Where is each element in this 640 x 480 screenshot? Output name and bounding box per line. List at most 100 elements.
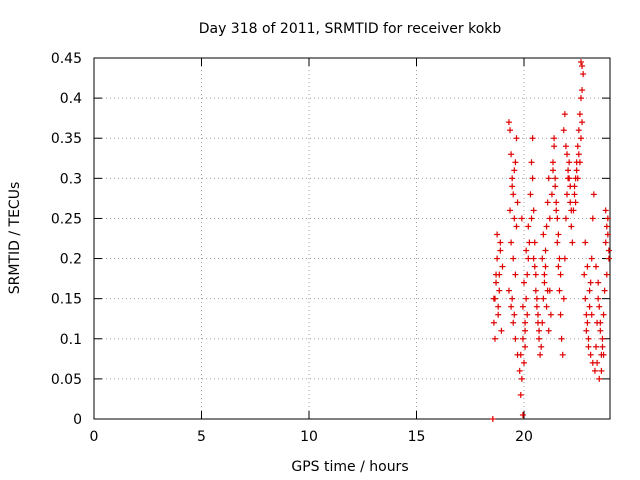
data-point	[511, 167, 518, 174]
chart-title: Day 318 of 2011, SRMTID for receiver kok…	[199, 21, 502, 37]
data-point	[574, 175, 581, 182]
data-point	[522, 319, 529, 326]
data-point	[536, 335, 543, 342]
data-point	[583, 327, 590, 334]
data-point	[550, 167, 557, 174]
x-tick-label: 5	[197, 429, 206, 445]
data-point	[602, 207, 609, 214]
y-tick-label: 0	[73, 412, 82, 428]
data-point	[526, 239, 533, 246]
data-point	[490, 319, 497, 326]
data-point	[603, 271, 610, 278]
data-point	[542, 263, 549, 270]
data-point	[524, 271, 531, 278]
data-point	[547, 311, 554, 318]
data-point	[605, 247, 612, 254]
data-point	[571, 191, 578, 198]
data-point	[489, 416, 496, 422]
data-point	[510, 255, 517, 262]
data-point	[508, 303, 515, 310]
data-point	[495, 311, 502, 318]
data-point	[584, 319, 591, 326]
data-point	[512, 159, 519, 166]
data-point	[588, 255, 595, 262]
data-point	[532, 287, 539, 294]
data-point	[525, 223, 532, 230]
y-axis-label: SRMTID / TECUs	[7, 182, 23, 295]
data-point	[509, 183, 516, 190]
data-point	[557, 311, 564, 318]
data-point	[570, 207, 577, 214]
y-tick-label: 0.1	[60, 332, 82, 348]
data-point	[600, 311, 607, 318]
data-point	[533, 303, 540, 310]
data-point	[521, 279, 527, 286]
data-point	[565, 167, 572, 174]
data-point	[509, 295, 516, 302]
data-point	[538, 343, 545, 350]
data-point	[577, 95, 584, 102]
data-point	[534, 311, 541, 318]
y-tick-label: 0.2	[60, 252, 82, 268]
data-point	[524, 311, 531, 318]
data-point	[605, 255, 612, 262]
data-point	[510, 319, 517, 326]
data-point	[597, 327, 604, 334]
data-point	[507, 207, 514, 214]
data-point	[531, 263, 538, 270]
data-point	[598, 367, 605, 374]
data-point	[585, 343, 592, 350]
data-point	[560, 295, 567, 302]
data-point	[498, 327, 505, 334]
data-points	[489, 59, 612, 422]
data-point	[560, 127, 567, 134]
data-point	[518, 375, 525, 382]
y-tick-label: 0.4	[60, 91, 82, 107]
data-point	[586, 303, 593, 310]
data-point	[519, 303, 526, 310]
x-axis-label: GPS time / hours	[291, 459, 408, 475]
data-point	[540, 231, 547, 238]
data-point	[572, 199, 579, 206]
data-point	[589, 215, 596, 222]
data-point	[523, 295, 530, 302]
axis-ticks	[93, 57, 610, 420]
data-point	[546, 215, 553, 222]
data-point	[595, 279, 602, 286]
data-point	[508, 151, 515, 158]
y-tick-label: 0.25	[51, 211, 82, 227]
data-point	[558, 335, 565, 342]
data-point	[513, 223, 520, 230]
x-tick-label: 20	[515, 429, 533, 445]
data-point	[600, 351, 607, 358]
data-point	[541, 271, 548, 278]
data-point	[543, 303, 550, 310]
data-point	[511, 311, 518, 318]
data-point	[528, 215, 535, 222]
data-point	[548, 191, 555, 198]
data-point	[554, 239, 561, 246]
data-point	[518, 215, 525, 222]
data-point	[496, 271, 503, 278]
data-point	[552, 175, 559, 182]
data-point	[601, 287, 608, 294]
data-point	[539, 319, 546, 326]
data-point	[542, 247, 549, 254]
data-point	[513, 135, 520, 142]
data-point	[581, 271, 588, 278]
data-point	[527, 191, 534, 198]
data-point	[528, 159, 535, 166]
data-point	[559, 351, 566, 358]
data-point	[584, 263, 591, 270]
data-point	[553, 199, 560, 206]
data-point	[530, 255, 537, 262]
data-point	[566, 159, 573, 166]
data-point	[557, 271, 564, 278]
data-point	[522, 327, 529, 334]
y-tick-label: 0.45	[51, 51, 82, 67]
data-point	[539, 255, 546, 262]
y-tick-label: 0.15	[51, 292, 82, 308]
data-point	[599, 343, 606, 350]
data-point	[561, 111, 568, 118]
